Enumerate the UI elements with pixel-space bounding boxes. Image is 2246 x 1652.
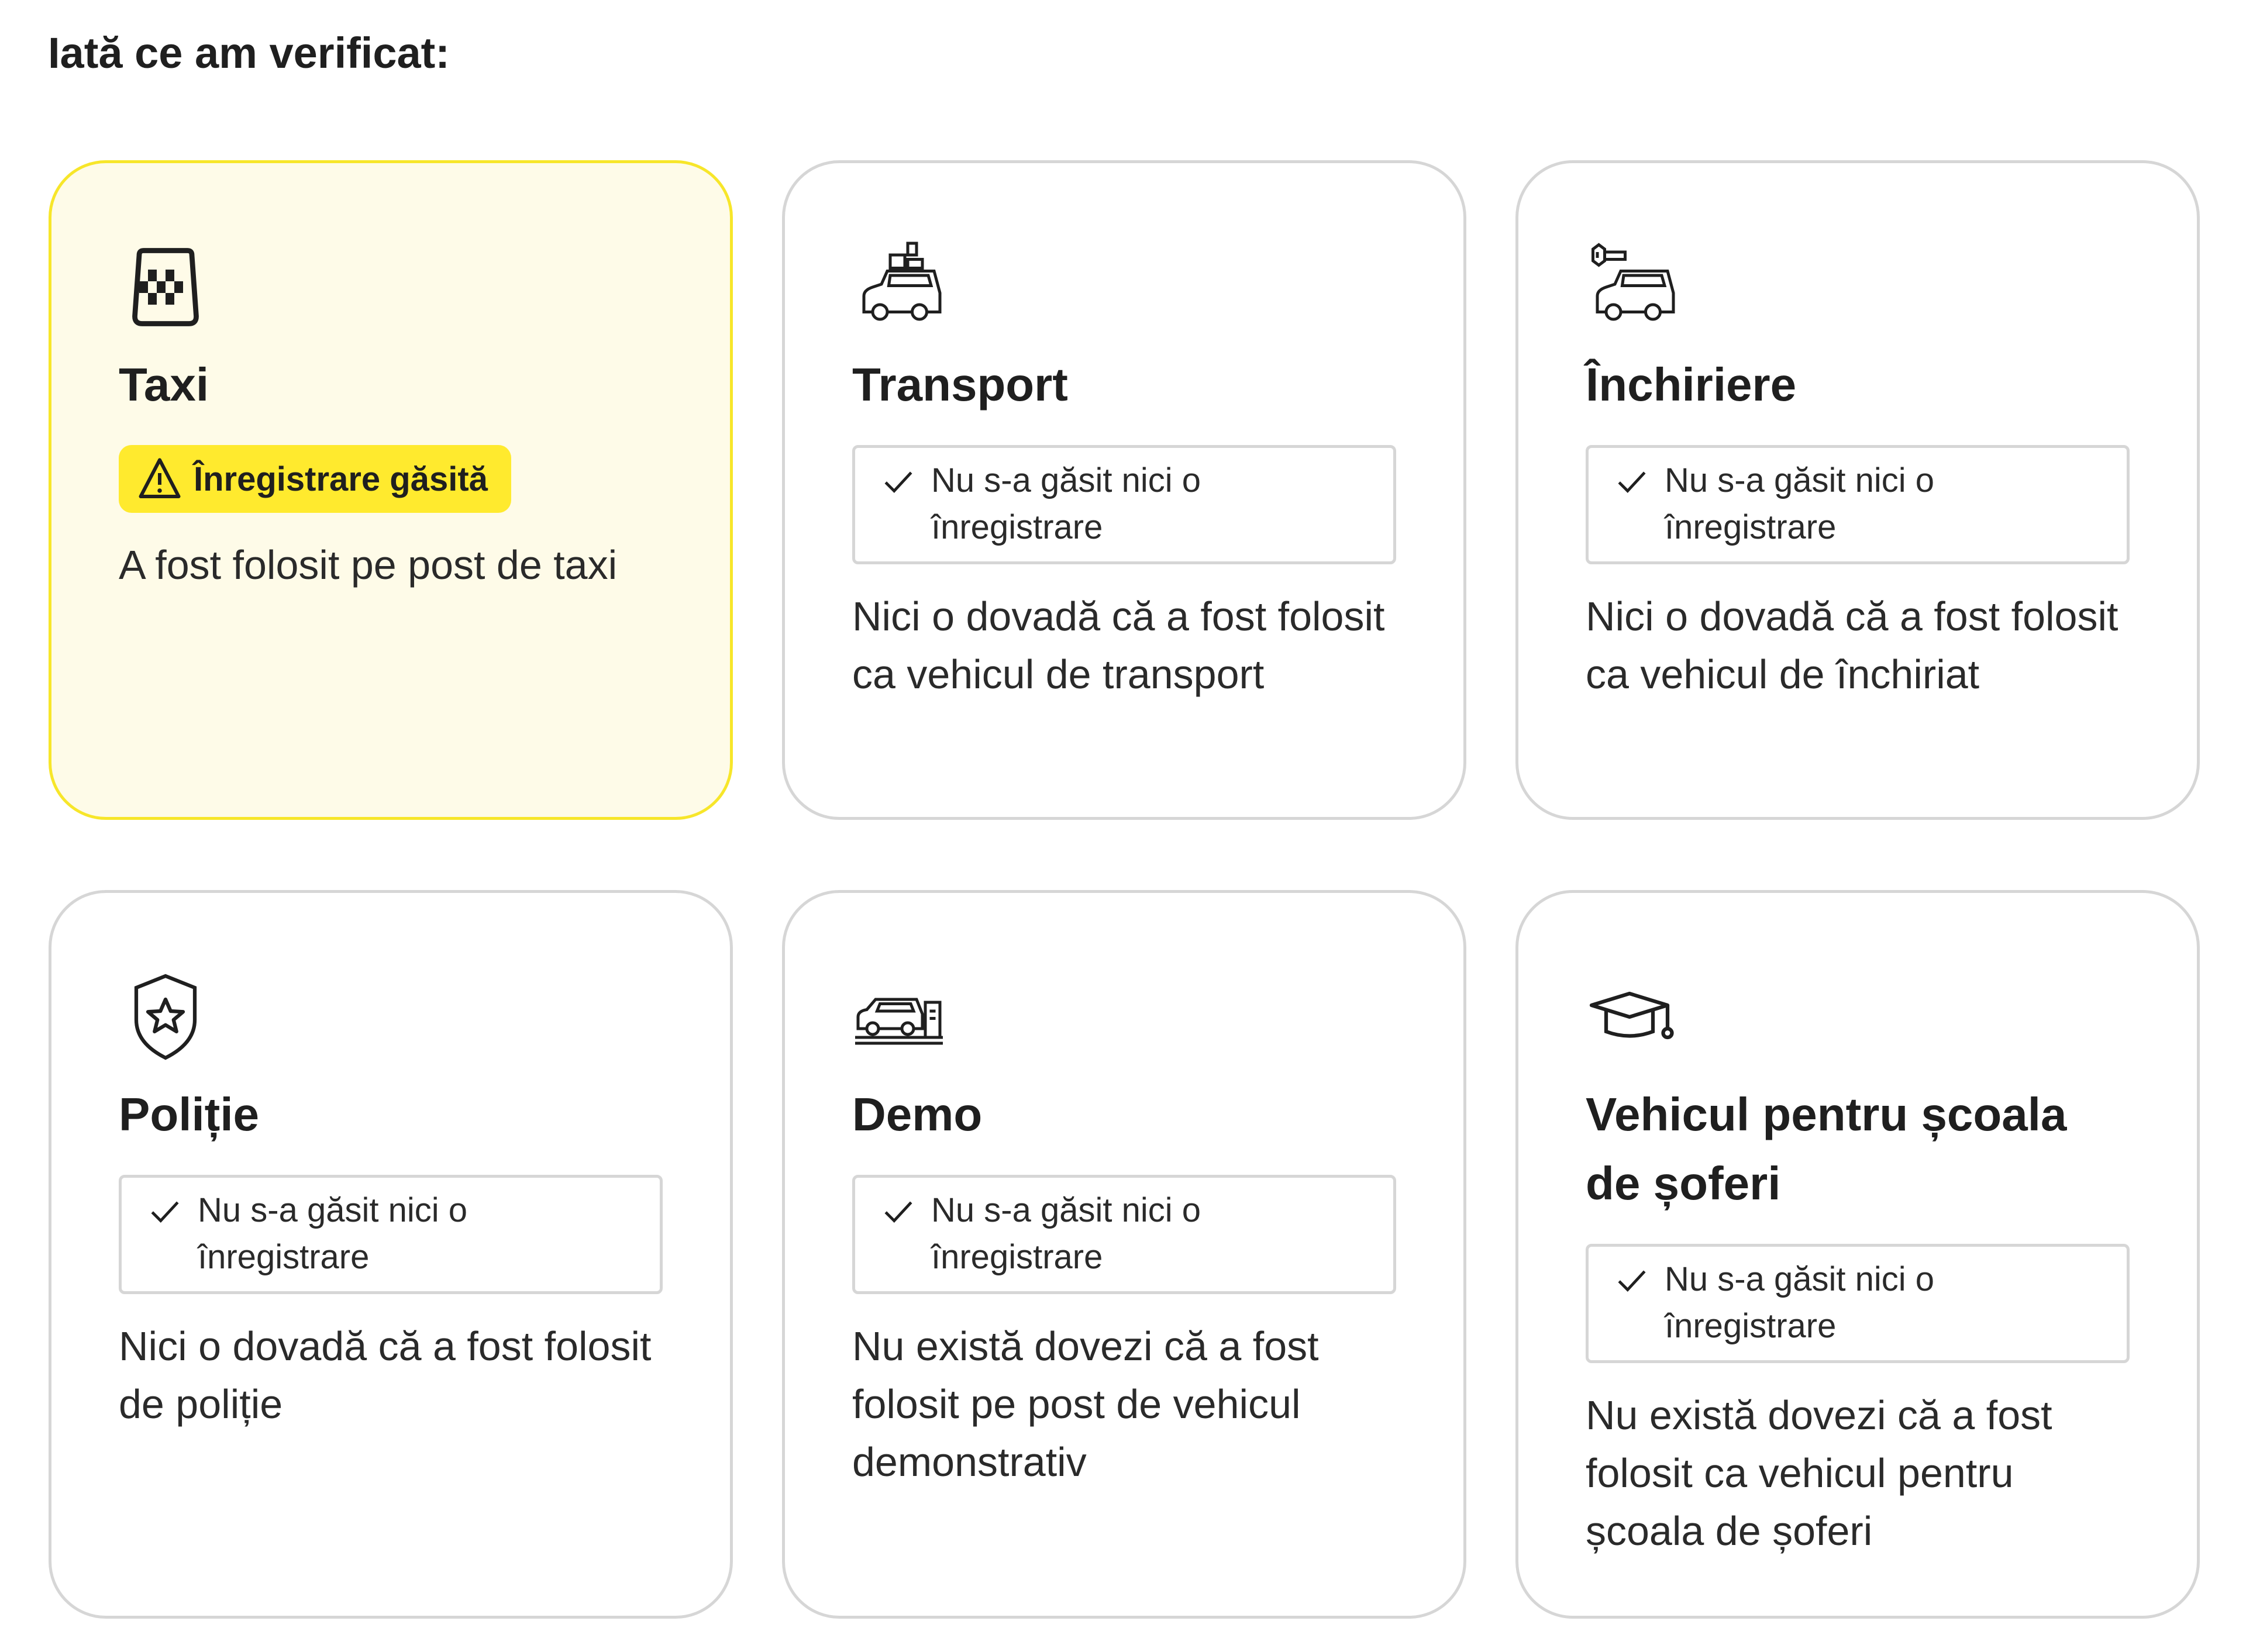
- status-box-clear: Nu s-a găsit nici o înregistrare: [1586, 1244, 2130, 1363]
- status-label: Nu s-a găsit nici o înregistrare: [1665, 461, 1934, 546]
- check-icon: [884, 471, 912, 493]
- status-label: Nu s-a găsit nici o înregistrare: [931, 461, 1201, 546]
- check-icon: [1618, 471, 1646, 493]
- graduation-cap-icon: [1586, 970, 1679, 1064]
- status-label: Nu s-a găsit nici o înregistrare: [198, 1191, 467, 1276]
- status-box-clear: Nu s-a găsit nici o înregistrare: [119, 1175, 663, 1294]
- card-description: Nici o dovadă că a fost folosit ca vehic…: [1586, 594, 2118, 697]
- card-description: Nici o dovadă că a fost folosit ca vehic…: [852, 594, 1385, 697]
- check-icon: [151, 1201, 179, 1223]
- status-box-clear: Nu s-a găsit nici o înregistrare: [852, 1175, 1396, 1294]
- taxi-sign-icon: [119, 240, 212, 334]
- card-title: Transport: [852, 358, 1068, 411]
- police-shield-star-icon: [119, 970, 212, 1064]
- check-card-taxi: Taxi Înregistrare găsită A fost folosit …: [49, 160, 733, 820]
- car-showroom-icon: [852, 970, 946, 1064]
- checks-grid: Taxi Înregistrare găsită A fost folosit …: [49, 160, 2200, 1619]
- card-description: Nici o dovadă că a fost folosit de poliț…: [119, 1323, 652, 1427]
- card-title: Vehicul pentru școala de șoferi: [1586, 1088, 2067, 1209]
- card-title: Demo: [852, 1088, 983, 1140]
- status-label: Înregistrare găsită: [194, 460, 488, 498]
- status-label: Nu s-a găsit nici o înregistrare: [931, 1191, 1201, 1276]
- card-title: Taxi: [119, 358, 209, 411]
- status-badge-found: Înregistrare găsită: [119, 445, 511, 513]
- car-with-luggage-icon: [852, 240, 946, 334]
- card-title: Închiriere: [1586, 358, 1797, 411]
- check-card-rental: Închiriere Nu s-a găsit nici o înregistr…: [1515, 160, 2200, 820]
- car-with-key-icon: [1586, 240, 1679, 334]
- status-box-clear: Nu s-a găsit nici o înregistrare: [1586, 445, 2130, 564]
- check-card-demo: Demo Nu s-a găsit nici o înregistrare Nu…: [782, 890, 1466, 1619]
- check-card-driving-school: Vehicul pentru școala de șoferi Nu s-a g…: [1515, 890, 2200, 1619]
- check-icon: [884, 1201, 912, 1223]
- card-description: Nu există dovezi că a fost folosit ca ve…: [1586, 1392, 2052, 1554]
- card-title: Poliție: [119, 1088, 260, 1140]
- section-heading: Iată ce am verificat:: [48, 29, 450, 77]
- status-box-clear: Nu s-a găsit nici o înregistrare: [852, 445, 1396, 564]
- status-label: Nu s-a găsit nici o înregistrare: [1665, 1260, 1934, 1345]
- card-description: A fost folosit pe post de taxi: [119, 542, 618, 588]
- check-card-transport: Transport Nu s-a găsit nici o înregistra…: [782, 160, 1466, 820]
- check-card-police: Poliție Nu s-a găsit nici o înregistrare…: [49, 890, 733, 1619]
- card-description: Nu există dovezi că a fost folosit pe po…: [852, 1323, 1319, 1485]
- warning-triangle-icon: [139, 458, 181, 498]
- check-icon: [1618, 1270, 1646, 1292]
